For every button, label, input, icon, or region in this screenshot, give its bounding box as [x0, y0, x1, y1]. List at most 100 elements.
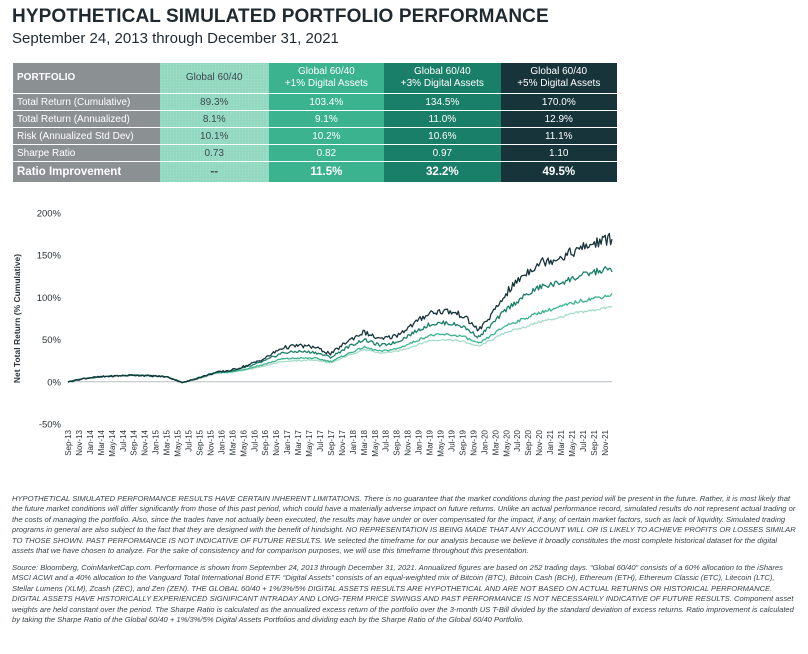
- table-row: Total Return (Cumulative) 89.3% 103.4% 1…: [13, 93, 617, 111]
- x-tick-label: Sep-17: [327, 429, 336, 455]
- y-axis-label: Net Total Return (% Cumulative): [12, 254, 22, 383]
- y-tick-label: 50%: [42, 335, 62, 346]
- x-tick-label: Jan-18: [349, 429, 358, 454]
- y-tick-label: 150%: [37, 251, 62, 262]
- cell-value: 12.9%: [500, 110, 617, 128]
- x-tick-label: Jul-19: [447, 429, 456, 451]
- x-tick-label: Jul-14: [119, 429, 128, 451]
- row-label: Risk (Annualized Std Dev): [13, 127, 160, 145]
- line-chart: 200% 150% 100% 50% 0% -50% Net Total Return (%…: [12, 209, 613, 457]
- x-tick-label: May-20: [502, 429, 511, 456]
- x-tick-label: Mar-16: [228, 429, 237, 455]
- x-tick-label: Jan-21: [546, 429, 555, 454]
- x-tick-label: Mar-18: [360, 429, 369, 455]
- page-title: HYPOTHETICAL SIMULATED PORTFOLIO PERFORM…: [12, 6, 549, 27]
- cell-value: 1.10: [500, 144, 617, 162]
- cell-value: 0.73: [159, 144, 269, 162]
- x-tick-label: Sep-14: [130, 429, 139, 455]
- x-tick-label: Jul-17: [316, 429, 325, 451]
- x-tick-label: Nov-17: [338, 429, 347, 455]
- x-tick-label: Sep-16: [261, 429, 270, 455]
- header-plus1-line2: +1% Digital Assets: [284, 78, 368, 89]
- x-tick-label: May-19: [437, 429, 446, 456]
- table-row: Risk (Annualized Std Dev) 10.1% 10.2% 10…: [13, 127, 617, 145]
- cell-value: 10.1%: [159, 127, 269, 145]
- header-plus3-line1: Global 60/40: [413, 66, 471, 77]
- x-tick-label: Mar-19: [426, 429, 435, 455]
- row-label: Sharpe Ratio: [13, 144, 160, 162]
- x-tick-label: Jul-21: [579, 429, 588, 451]
- header-plus5-line2: +5% Digital Assets: [517, 78, 601, 89]
- header-plus3: Global 60/40 +3% Digital Assets: [384, 63, 501, 94]
- x-tick-label: Sep-15: [195, 429, 204, 455]
- cell-value: 8.1%: [159, 110, 269, 128]
- x-tick-label: Jan-20: [480, 429, 489, 454]
- x-tick-label: Nov-15: [206, 429, 215, 455]
- x-tick-label: Jul-16: [250, 429, 259, 451]
- cell-value: 89.3%: [159, 93, 269, 111]
- cell-value: 49.5%: [500, 161, 617, 183]
- header-plus5-line1: Global 60/40: [530, 66, 588, 77]
- table-row: Total Return (Annualized) 8.1% 9.1% 11.0…: [13, 110, 617, 128]
- row-label: Total Return (Annualized): [13, 110, 160, 128]
- series-line: [67, 232, 613, 384]
- y-tick-label: 100%: [37, 293, 62, 304]
- x-tick-label: Jul-15: [185, 429, 194, 451]
- x-tick-label: Sep-21: [590, 429, 599, 455]
- x-tick-label: Mar-21: [557, 429, 566, 455]
- cell-value: 32.2%: [384, 161, 501, 183]
- x-tick-label: Nov-21: [601, 429, 610, 455]
- row-label: Ratio Improvement: [13, 161, 160, 183]
- cell-value: --: [159, 161, 269, 183]
- x-tick-label: Jul-18: [382, 429, 391, 451]
- performance-table: PORTFOLIO Global 60/40 Global 60/40 +1% D…: [13, 63, 617, 183]
- cell-value: 10.6%: [384, 127, 501, 145]
- x-tick-label: Mar-17: [294, 429, 303, 455]
- x-tick-label: Nov-14: [141, 429, 150, 455]
- x-tick-label: Sep-19: [458, 429, 467, 455]
- x-tick-label: Sep-18: [393, 429, 402, 455]
- cell-value: 11.1%: [500, 127, 617, 145]
- header-portfolio: PORTFOLIO: [13, 63, 160, 94]
- cell-value: 11.5%: [268, 161, 385, 183]
- x-tick-label: May-17: [305, 429, 314, 456]
- cell-value: 170.0%: [500, 93, 617, 111]
- header-global-6040: Global 60/40: [159, 63, 269, 94]
- row-label: Total Return (Cumulative): [13, 93, 160, 111]
- cell-value: 11.0%: [384, 110, 501, 128]
- x-tick-label: May-16: [239, 429, 248, 456]
- source-text: Source: Bloomberg, CoinMarketCap.com. Pe…: [12, 563, 794, 625]
- page-subtitle: September 24, 2013 through December 31, …: [12, 30, 339, 47]
- y-tick-label: 0%: [47, 377, 61, 388]
- x-tick-label: Sep-20: [524, 429, 533, 455]
- cell-value: 9.1%: [268, 110, 385, 128]
- x-tick-label: May-18: [371, 429, 380, 456]
- disclaimer-text: HYPOTHETICAL SIMULATED PERFORMANCE RESUL…: [12, 494, 796, 556]
- x-tick-label: May-14: [108, 429, 117, 456]
- header-plus1-line1: Global 60/40: [298, 66, 355, 77]
- y-tick-label: 200%: [37, 209, 62, 220]
- table-row: Sharpe Ratio 0.73 0.82 0.97 1.10: [13, 144, 617, 162]
- x-tick-label: Nov-13: [75, 429, 84, 455]
- table-header-row: PORTFOLIO Global 60/40 Global 60/40 +1% D…: [13, 63, 617, 94]
- x-tick-label: Nov-16: [272, 429, 281, 455]
- cell-value: 134.5%: [384, 93, 501, 111]
- cell-value: 0.97: [384, 144, 501, 162]
- cell-value: 10.2%: [268, 127, 385, 145]
- header-plus3-line2: +3% Digital Assets: [400, 78, 484, 89]
- header-plus5: Global 60/40 +5% Digital Assets: [500, 63, 617, 94]
- x-tick-label: Jan-15: [152, 429, 161, 454]
- x-tick-label: Jan-14: [86, 429, 95, 454]
- y-tick-label: -50%: [39, 420, 62, 431]
- cell-value: 0.82: [268, 144, 385, 162]
- x-tick-label: Mar-20: [491, 429, 500, 455]
- cell-value: 103.4%: [268, 93, 385, 111]
- x-tick-label: Nov-19: [469, 429, 478, 455]
- table-row-ratio-improvement: Ratio Improvement -- 11.5% 32.2% 49.5%: [13, 161, 617, 183]
- x-tick-label: Mar-15: [163, 429, 172, 455]
- x-tick-label: Jan-17: [283, 429, 292, 454]
- x-tick-label: May-21: [568, 429, 577, 456]
- x-tick-label: Jan-16: [217, 429, 226, 454]
- x-tick-label: Jul-20: [513, 429, 522, 451]
- x-tick-label: May-15: [174, 429, 183, 456]
